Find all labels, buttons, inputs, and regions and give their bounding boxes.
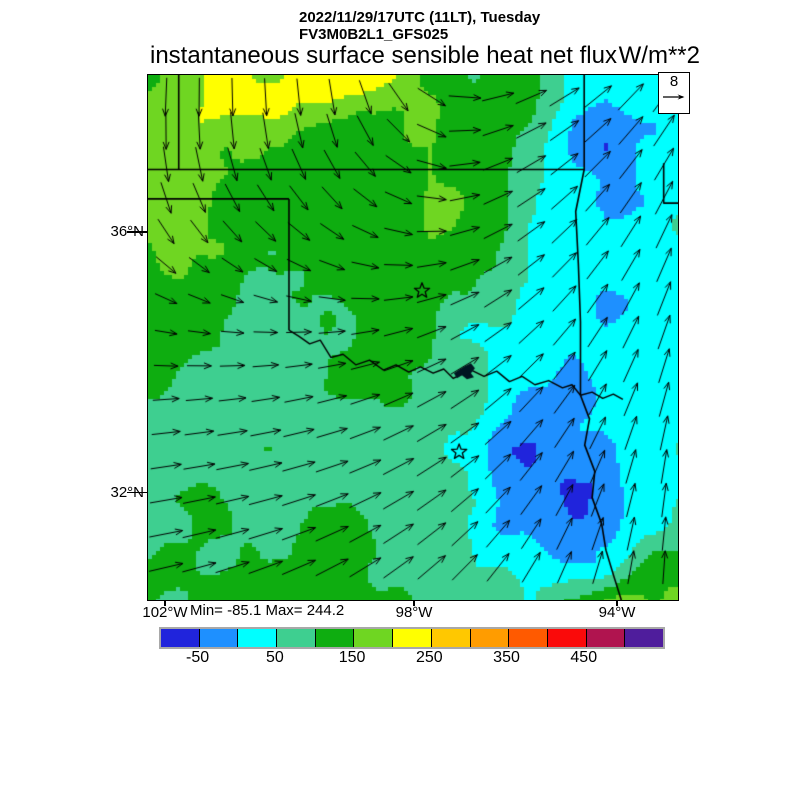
colorbar-segment: [624, 629, 663, 647]
colorbar-segment: [353, 629, 393, 647]
plot-units-label: W/m**2: [618, 42, 700, 69]
colorbar-tick-label: 150: [338, 649, 366, 666]
colorbar-segment: [469, 629, 509, 647]
lon-tick-label: 98°W: [395, 604, 433, 621]
map-plot-area: 8: [147, 72, 690, 601]
colorbar-segment: [546, 629, 586, 647]
colorbar-segment: [392, 629, 431, 647]
colorbar-segment: [276, 629, 315, 647]
wind-reference-box: 8: [658, 72, 690, 114]
plot-title: instantaneous surface sensible heat net …: [150, 42, 617, 69]
header-model-id: FV3M0B2L1_GFS025: [299, 26, 449, 43]
minmax-stats: Min= -85.1 Max= 244.2: [190, 602, 345, 619]
heatflux-map-canvas: [148, 75, 678, 600]
colorbar-segment: [198, 629, 238, 647]
lon-tick-label: 94°W: [598, 604, 636, 621]
lon-tick-mark: [616, 600, 618, 606]
colorbar-tick-label: 350: [493, 649, 520, 666]
colorbar-segment: [508, 629, 547, 647]
colorbar-tick-label: 250: [415, 649, 443, 666]
colorbar-segment: [430, 629, 470, 647]
colorbar-tick-label: -50: [186, 649, 210, 666]
wind-reference-arrow-icon: [663, 94, 685, 100]
colorbar-tick-label: 450: [570, 649, 598, 666]
lon-tick-mark: [413, 600, 415, 606]
colorbar-segment: [237, 629, 277, 647]
wind-reference-value: 8: [669, 73, 679, 90]
lon-tick-label: 102°W: [142, 604, 188, 621]
lat-tick-mark: [127, 230, 148, 233]
colorbar-segment: [161, 629, 199, 647]
colorbar-segment: [585, 629, 625, 647]
lon-tick-mark: [164, 600, 166, 606]
colorbar: [159, 627, 665, 649]
colorbar-segment: [314, 629, 354, 647]
colorbar-tick-label: 50: [265, 649, 284, 666]
header-datetime: 2022/11/29/17UTC (11LT), Tuesday: [299, 9, 541, 26]
lat-tick-mark: [127, 491, 148, 494]
